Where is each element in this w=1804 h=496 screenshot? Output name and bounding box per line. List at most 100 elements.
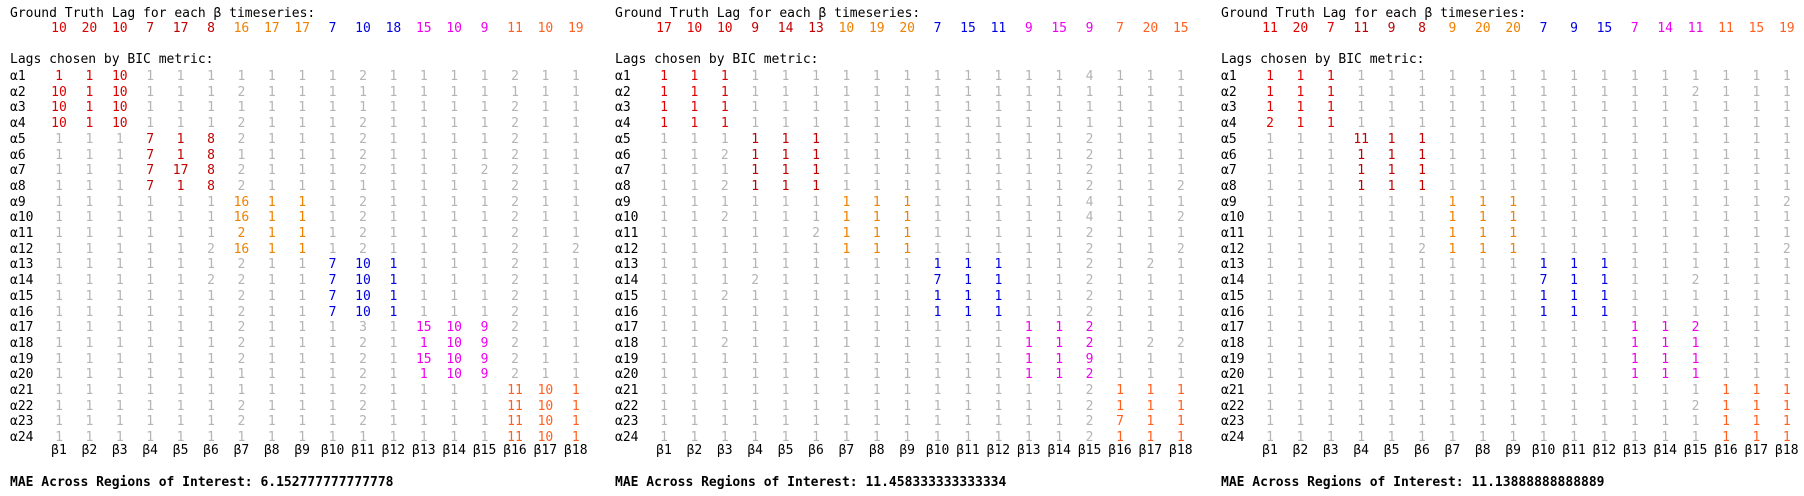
lag-cell: 1 [1539, 257, 1548, 273]
lag-cell: 1 [933, 351, 942, 367]
lag-cell: 1 [903, 367, 912, 383]
lag-cell: 1 [1296, 288, 1305, 304]
lag-cell: 17 [172, 163, 189, 179]
lag-cell: 1 [328, 414, 337, 430]
lag-cell: 1 [176, 335, 185, 351]
lag-cell: 1 [1024, 367, 1033, 383]
lag-cell: 1 [146, 116, 155, 132]
lag-cell: 1 [1176, 194, 1185, 210]
lag-cell: 1 [1661, 210, 1670, 226]
lag-cell: 1 [571, 163, 580, 179]
lag-cell: 1 [450, 414, 459, 430]
lag-cell: 1 [1661, 383, 1670, 398]
lag-cell: 1 [1116, 194, 1124, 210]
lag-cell: 2 [207, 273, 215, 289]
lag-cell: 1 [690, 430, 699, 446]
lag-cell: 1 [1116, 335, 1124, 351]
lag-cell: 9 [1085, 351, 1094, 367]
lag-cell: 1 [267, 430, 276, 446]
lag-cell: 1 [964, 335, 972, 351]
column-label: β1 [656, 443, 672, 458]
column-label: β11 [956, 443, 980, 458]
lag-cell: 1 [872, 194, 881, 210]
lag-cell: 1 [298, 84, 307, 100]
lag-cell: 1 [1570, 257, 1578, 273]
lag-cell: 1 [237, 367, 246, 383]
lag-cell: 2 [511, 69, 519, 84]
lag-cell: 1 [1266, 210, 1274, 226]
lag-cell: 1 [207, 383, 215, 398]
ground-truth-value: 7 [1539, 21, 1548, 36]
lag-cell: 1 [1539, 147, 1548, 163]
lag-cell: 1 [115, 367, 124, 383]
lag-cell: 1 [1296, 351, 1305, 367]
row-label: α14 [1221, 273, 1245, 289]
column-label: β7 [233, 443, 250, 458]
lag-cell: 2 [511, 273, 519, 289]
lag-cell: 1 [146, 367, 155, 383]
lag-cell: 2 [1176, 335, 1185, 351]
lag-cell: 2 [511, 257, 519, 273]
lag-cell: 1 [964, 288, 972, 304]
lag-cell: 1 [480, 116, 489, 132]
lag-cell: 1 [1418, 367, 1426, 383]
ground-truth-value: 7 [933, 21, 942, 36]
row-label: α10 [10, 210, 34, 226]
lag-cell: 1 [1176, 430, 1185, 446]
lag-cell: 1 [872, 241, 881, 257]
lag-cell: 1 [1782, 100, 1791, 116]
lag-cell: 1 [1722, 398, 1730, 414]
row-label: α16 [10, 304, 34, 320]
lag-cell: 1 [1387, 351, 1396, 367]
lag-cell: 1 [176, 116, 185, 132]
lag-cell: 1 [298, 430, 307, 446]
lag-cell: 1 [1600, 100, 1609, 116]
column-label: β17 [1744, 443, 1769, 458]
row-label: α21 [10, 383, 34, 398]
lag-cell: 1 [1326, 163, 1335, 179]
lag-cell: 1 [1630, 288, 1639, 304]
lag-cell: 1 [1448, 131, 1457, 147]
lag-cell: 1 [1752, 116, 1761, 132]
lag-cell: 1 [751, 241, 760, 257]
lag-cell: 11 [507, 398, 523, 414]
lag-cell: 1 [1661, 178, 1670, 194]
lag-cell: 1 [1600, 131, 1609, 147]
lag-cell: 1 [1722, 273, 1730, 289]
lag-cell: 1 [207, 304, 215, 320]
lag-cell: 1 [1722, 84, 1730, 100]
row-label: α9 [1221, 194, 1237, 210]
lag-cell: 1 [1722, 178, 1730, 194]
lag-cell: 1 [994, 116, 1003, 132]
lag-cell: 1 [328, 398, 337, 414]
lag-cell: 1 [751, 398, 760, 414]
lag-cell: 1 [1661, 226, 1670, 241]
lag-cell: 1 [237, 69, 246, 84]
lag-cell: 1 [1752, 84, 1761, 100]
lag-cell: 2 [237, 398, 246, 414]
lag-cell: 1 [541, 116, 550, 132]
lag-cell: 1 [964, 163, 972, 179]
lag-cell: 1 [1024, 320, 1033, 336]
lag-cell: 1 [328, 241, 337, 257]
lag-cell: 1 [1387, 367, 1396, 383]
lag-cell: 1 [55, 383, 63, 398]
lag-cell: 1 [1024, 178, 1033, 194]
lag-cell: 1 [1782, 178, 1791, 194]
lag-cell: 1 [1116, 273, 1124, 289]
lag-cell: 1 [720, 194, 729, 210]
lag-cell: 1 [1600, 273, 1609, 289]
lag-cell: 1 [720, 131, 729, 147]
lag-cell: 1 [720, 430, 729, 446]
lag-cell: 2 [359, 131, 367, 147]
lag-cell: 1 [389, 241, 398, 257]
lag-cell: 1 [450, 398, 459, 414]
row-label: α21 [615, 383, 639, 398]
lag-cell: 1 [842, 273, 851, 289]
lag-cell: 1 [1478, 84, 1487, 100]
lag-cell: 10 [51, 84, 67, 100]
lag-cell: 1 [1296, 304, 1305, 320]
lag-cell: 1 [1146, 116, 1155, 132]
lag-cell: 1 [541, 304, 550, 320]
lag-cell: 1 [298, 69, 307, 84]
